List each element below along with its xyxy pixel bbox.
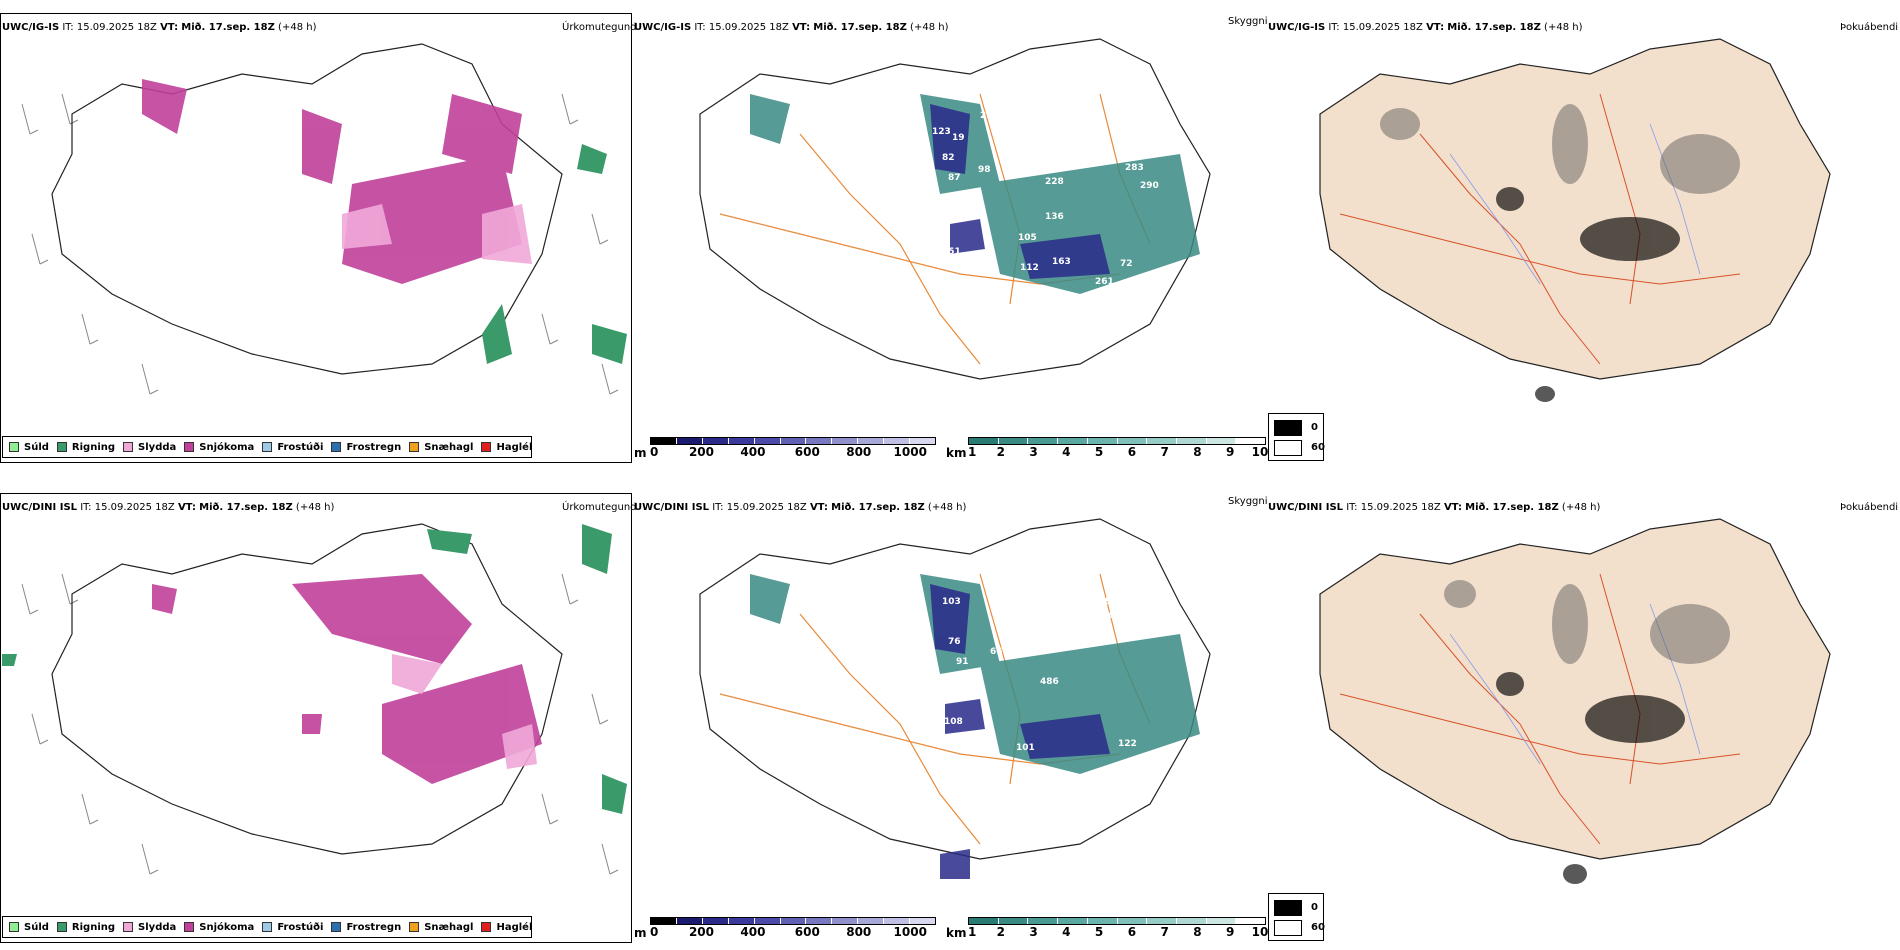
legend-item: Slydda	[123, 442, 176, 453]
svg-text:151: 151	[942, 247, 961, 257]
svg-text:87: 87	[948, 173, 961, 183]
svg-text:91: 91	[956, 657, 969, 667]
legend-item: Snæhagl	[409, 922, 473, 933]
precip-panel-label-row2: Úrkomutegund	[562, 502, 637, 513]
legend-item: Snjókoma	[184, 442, 254, 453]
legend-item: Frostregn	[331, 922, 401, 933]
svg-text:76: 76	[948, 637, 961, 647]
svg-text:163: 163	[1052, 257, 1071, 267]
legend-item: Rigning	[56, 922, 115, 933]
legend-item: Súld	[9, 922, 49, 933]
legend-item: Súld	[9, 442, 49, 453]
iceland-outline	[51, 43, 563, 375]
ceiling-colorbar-row2: m 0 200 400 600 800 1000	[634, 917, 936, 940]
legend-item: Haglél	[481, 442, 532, 453]
fog-map-row1	[1319, 38, 1831, 402]
precip-map-row1	[21, 43, 627, 395]
legend-item: Haglél	[481, 922, 532, 933]
svg-text:20: 20	[990, 577, 1003, 587]
svg-text:283: 283	[1125, 163, 1144, 173]
fog-map-row2	[1319, 518, 1831, 884]
svg-text:256: 256	[980, 111, 999, 121]
wind-barbs	[21, 573, 619, 875]
legend-item: Frostregn	[331, 442, 401, 453]
svg-text:228: 228	[1045, 177, 1064, 187]
ceiling-labels-row1: 123 19 256 82 87 98 288 228 283 290 136 …	[932, 111, 1159, 287]
legend-item: Slydda	[123, 922, 176, 933]
precip-map-frame-row2	[0, 493, 632, 943]
low-ceiling-areas	[930, 104, 1110, 279]
svg-text:82: 82	[942, 153, 955, 163]
rain-areas	[482, 144, 627, 364]
svg-text:486: 486	[1040, 677, 1059, 687]
precip-map-frame-row1	[0, 13, 632, 463]
svg-text:59: 59	[1032, 773, 1045, 783]
ceiling-labels-row2: 103 20 76 91 66 498 440 56 486 108 101 1…	[942, 577, 1145, 819]
svg-text:72: 72	[1120, 259, 1133, 269]
snow-areas	[142, 79, 522, 284]
legend-item: Rigning	[56, 442, 115, 453]
svg-text:123: 123	[932, 127, 951, 137]
visibility-map-row2: 103 20 76 91 66 498 440 56 486 108 101 1…	[699, 518, 1211, 879]
legend-item: Snæhagl	[409, 442, 473, 453]
fog-map-title-row1: UWC/IG-IS IT: 15.09.2025 18Z VT: Mið. 17…	[1268, 22, 1583, 33]
legend-item: Snjókoma	[184, 922, 254, 933]
svg-text:288: 288	[1080, 117, 1099, 127]
visibility-panel-label-row1: Skyggni	[1228, 16, 1268, 27]
visibility-map-row1: 123 19 256 82 87 98 288 228 283 290 136 …	[699, 38, 1211, 380]
legend-item: Frostúði	[262, 442, 323, 453]
svg-text:290: 290	[1140, 181, 1159, 191]
precip-map-title-row2: UWC/DINI ISL IT: 15.09.2025 18Z VT: Mið.…	[2, 502, 335, 513]
svg-text:66: 66	[990, 647, 1003, 657]
precip-legend-row2: Súld Rigning Slydda Snjókoma Frostúði Fr…	[2, 916, 532, 938]
visibility-map-title-row1: UWC/IG-IS IT: 15.09.2025 18Z VT: Mið. 17…	[634, 22, 949, 33]
fog-shades	[1496, 187, 1680, 402]
svg-text:112: 112	[1020, 263, 1039, 273]
visibility-colorbar-row2: km 1 2 3 4 5 6 7 8 9 10	[946, 917, 1268, 940]
visibility-colorbar-row1: km 1 2 3 4 5 6 7 8 9 10	[946, 437, 1268, 460]
wind-barbs	[21, 93, 619, 395]
precip-map-row2	[2, 523, 627, 875]
precip-panel-label-row1: Úrkomutegund	[562, 22, 637, 33]
svg-text:56: 56	[1132, 629, 1145, 639]
fog-panel-label-row2: Þokuábendi	[1840, 502, 1899, 513]
svg-text:112: 112	[1075, 809, 1094, 819]
sleet-areas	[342, 204, 532, 264]
precip-map-title-row1: UWC/IG-IS IT: 15.09.2025 18Z VT: Mið. 17…	[2, 22, 317, 33]
fog-panel-label-row1: Þokuábendi	[1840, 22, 1899, 33]
svg-text:498: 498	[1092, 597, 1111, 607]
visibility-panel-label-row2: Skyggni	[1228, 496, 1268, 507]
svg-text:98: 98	[978, 165, 991, 175]
visibility-map-title-row2: UWC/DINI ISL IT: 15.09.2025 18Z VT: Mið.…	[634, 502, 967, 513]
ceiling-colorbar-row1: m 0 200 400 600 800 1000	[634, 437, 936, 460]
fog-key-row1: 0 60	[1268, 413, 1325, 461]
svg-text:440: 440	[1096, 611, 1115, 621]
svg-text:136: 136	[1045, 212, 1064, 222]
fog-key-row2: 0 60	[1268, 893, 1325, 941]
svg-text:261: 261	[1095, 277, 1114, 287]
precip-legend-row1: Súld Rigning Slydda Snjókoma Frostúði Fr…	[2, 436, 532, 458]
svg-text:105: 105	[1018, 233, 1037, 243]
svg-text:108: 108	[944, 717, 963, 727]
legend-item: Frostúði	[262, 922, 323, 933]
svg-text:126: 126	[1050, 777, 1069, 787]
fog-map-title-row2: UWC/DINI ISL IT: 15.09.2025 18Z VT: Mið.…	[1268, 502, 1601, 513]
svg-text:103: 103	[942, 597, 961, 607]
svg-text:101: 101	[1016, 743, 1035, 753]
svg-text:19: 19	[952, 133, 965, 143]
svg-text:122: 122	[1118, 739, 1137, 749]
